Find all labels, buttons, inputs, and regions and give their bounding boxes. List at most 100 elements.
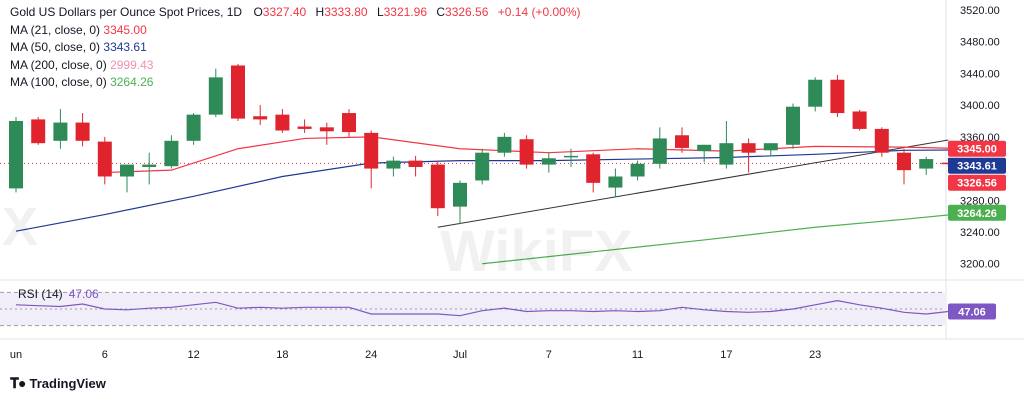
candle [53, 109, 68, 149]
ma100-label: MA (100, close, 0) [10, 75, 107, 89]
low-label: L [376, 5, 384, 19]
candle-body [297, 126, 312, 129]
time-tick-label: 6 [102, 349, 108, 361]
candle [564, 148, 578, 167]
low-value: 3321.96 [383, 5, 428, 19]
candle-body [231, 65, 245, 119]
support-trendline [437, 139, 949, 228]
ma21-label: MA (21, close, 0) [10, 22, 101, 37]
candle-body [697, 144, 712, 152]
candle-body [53, 122, 68, 141]
candle [897, 148, 911, 185]
legend-ma100[interactable]: MA (100, close, 0) 3264.26 [10, 74, 587, 92]
candle [608, 168, 623, 197]
tradingview-logo-icon: 𝐓● [10, 375, 27, 391]
candle [164, 135, 179, 169]
candle-body [763, 143, 778, 151]
candle-body [919, 159, 934, 169]
ma100-line [482, 212, 971, 265]
candle-body [319, 127, 334, 132]
rsi-band [0, 292, 945, 326]
candle [186, 113, 201, 145]
candle [652, 127, 667, 169]
candle-body [186, 114, 201, 141]
legend-ma200[interactable]: MA (200, close, 0) 2999.43 [10, 57, 587, 75]
candle-body [386, 160, 401, 169]
candle-body [675, 135, 689, 148]
legend-ma50[interactable]: MA (50, close, 0) 3343.61 [10, 39, 587, 57]
price-tag-label: 3326.56 [957, 178, 997, 190]
symbol-title: Gold US Dollars per Ounce Spot Prices, 1… [10, 5, 243, 19]
candle-body [741, 143, 756, 153]
candle-body [874, 128, 889, 153]
candle-body [852, 111, 867, 129]
price-tick-label: 3440.00 [960, 68, 1000, 80]
price-tag-label: 3343.61 [957, 161, 997, 173]
candle-body [541, 158, 556, 165]
price-tick-label: 3280.00 [960, 195, 1000, 207]
candle [741, 138, 756, 173]
ma50-line [15, 149, 971, 232]
candle-body [586, 154, 601, 183]
candle-body [453, 182, 467, 207]
ma21-line [104, 136, 971, 174]
candle [697, 144, 712, 163]
open-value: 3327.40 [262, 5, 307, 19]
candle [719, 120, 734, 169]
candle [97, 136, 112, 185]
price-tag-label: 3345.00 [957, 144, 997, 156]
candle-body [497, 136, 512, 153]
candle [75, 113, 90, 147]
rsi-tag-label: 47.06 [958, 306, 986, 318]
rsi-legend[interactable]: RSI (14) 47.06 [18, 287, 99, 301]
candle [852, 109, 867, 131]
price-tag [948, 174, 1006, 191]
watermark-text-2: X [2, 197, 39, 257]
legend-title-row: Gold US Dollars per Ounce Spot Prices, 1… [10, 4, 587, 22]
high-value: 3333.80 [324, 5, 368, 19]
candle-body [830, 79, 845, 114]
candle [430, 160, 445, 217]
candle [297, 119, 312, 133]
candle-body [364, 132, 379, 169]
time-tick-label: 12 [187, 349, 199, 361]
time-tick-label: 23 [809, 349, 821, 361]
candle [231, 63, 245, 121]
candle [120, 164, 134, 193]
ma200-label: MA (200, close, 0) [10, 57, 107, 72]
time-tick-label: 24 [365, 349, 377, 361]
time-tick-label: 17 [720, 349, 732, 361]
candle [453, 180, 467, 225]
price-tick-label: 3520.00 [960, 5, 1000, 17]
candle-body [608, 176, 623, 188]
candle-body [786, 106, 800, 145]
rsi-value: 47.06 [68, 287, 99, 301]
candle [275, 109, 290, 133]
candle [364, 130, 379, 189]
legend-ma21[interactable]: MA (21, close, 0) 3345.00 [10, 22, 587, 40]
candle [319, 122, 334, 145]
candle-body [142, 164, 157, 167]
ma200-value: 2999.43 [110, 57, 154, 72]
candle [208, 68, 223, 118]
candle [919, 156, 934, 175]
candle [786, 103, 800, 149]
time-tick-label: Jul [453, 349, 467, 361]
price-tick-label: 3400.00 [960, 100, 1000, 112]
candle-body [31, 119, 46, 144]
close-label: C [436, 5, 446, 19]
candle [519, 135, 534, 169]
candle [675, 127, 689, 153]
candle-body [408, 160, 423, 167]
candle-body [719, 143, 734, 165]
candle-body [652, 138, 667, 164]
price-tick-label: 3200.00 [960, 259, 1000, 271]
time-tick-label: un [10, 349, 22, 361]
rsi-line [15, 300, 971, 317]
tradingview-logo[interactable]: 𝐓● TradingView [10, 375, 106, 392]
price-tick-label: 3240.00 [960, 227, 1000, 239]
candle [9, 117, 23, 193]
candle [31, 117, 46, 145]
